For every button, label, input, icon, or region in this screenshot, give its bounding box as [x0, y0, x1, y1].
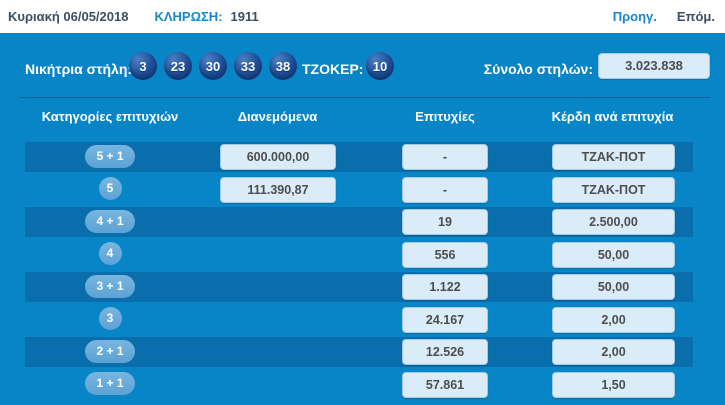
category-badge: 4: [98, 242, 122, 265]
prize-per-winner: 1,50: [552, 371, 675, 398]
table-header-row: Κατηγορίες επιτυχιών Διανεμόμενα Επιτυχί…: [0, 109, 725, 129]
draw-header-bar: Κυριακή 06/05/2018 ΚΛΗΡΩΣΗ: 1911 Προηγ. …: [0, 0, 725, 33]
winners-count: 57.861: [402, 371, 488, 398]
prize-table: 5 + 1 600.000,00 - ΤΖΑΚ-ΠΟΤ 5 111.390,87 - ΤΖΑΚ…: [0, 141, 725, 401]
prize-table-row: 3 + 1 1.122 50,00: [0, 271, 725, 304]
header-winners: Επιτυχίες: [415, 109, 475, 124]
prize-table-row: 2 + 1 12.526 2,00: [0, 336, 725, 369]
winning-number-ball: 38: [269, 52, 297, 80]
total-columns-value: 3.023.838: [598, 53, 710, 79]
category-badge: 3 + 1: [85, 274, 135, 298]
category-badge: 2 + 1: [85, 339, 135, 363]
winners-count: 12.526: [402, 339, 488, 365]
category-cell: 1 + 1: [20, 372, 200, 396]
category-badge: 4 + 1: [85, 209, 135, 233]
category-badge: 5: [98, 177, 122, 200]
prize-table-row: 4 + 1 19 2.500,00: [0, 206, 725, 239]
prize-table-row: 5 111.390,87 - ΤΖΑΚ-ΠΟΤ: [0, 174, 725, 207]
category-cell: 5 + 1: [20, 144, 200, 168]
draw-label: ΚΛΗΡΩΣΗ:: [154, 9, 223, 24]
winning-number-ball: 30: [199, 52, 227, 80]
total-columns-label: Σύνολο στηλών:: [483, 61, 593, 77]
prize-per-winner: 50,00: [552, 274, 675, 300]
winning-number-ball: 3: [129, 52, 157, 80]
draw-date: Κυριακή 06/05/2018: [8, 9, 129, 24]
winners-count: 1.122: [402, 274, 488, 300]
prize-per-winner: 2,00: [552, 339, 675, 365]
header-divider: [20, 97, 710, 98]
results-panel: Νικήτρια στήλη: 3 23 30 33 38 ΤΖΟΚΕΡ: 10 Σύν…: [0, 33, 725, 405]
winning-number-ball: 23: [164, 52, 192, 80]
winners-count: 24.167: [402, 306, 488, 333]
category-badge: 3: [98, 307, 122, 330]
header-categories: Κατηγορίες επιτυχιών: [41, 109, 179, 124]
prize-table-row: 3 24.167 2,00: [0, 304, 725, 337]
winning-column-label: Νικήτρια στήλη:: [25, 61, 133, 77]
winning-number-ball: 33: [234, 52, 262, 80]
header-distributed: Διανεμόμενα: [237, 109, 318, 124]
category-cell: 4: [20, 242, 200, 266]
prize-table-row: 5 + 1 600.000,00 - ΤΖΑΚ-ΠΟΤ: [0, 141, 725, 174]
tzoker-label: ΤΖΟΚΕΡ:: [302, 61, 364, 77]
winners-count: -: [402, 176, 488, 203]
draw-number: 1911: [230, 9, 259, 24]
prize-per-winner: ΤΖΑΚ-ΠΟΤ: [552, 176, 675, 203]
distributed-amount: 111.390,87: [220, 176, 336, 203]
prize-table-row: 1 + 1 57.861 1,50: [0, 369, 725, 402]
next-draw-link[interactable]: Επόμ.: [676, 9, 715, 24]
category-cell: 3 + 1: [20, 274, 200, 298]
header-prize-per-win: Κέρδη ανά επιτυχία: [551, 109, 674, 124]
previous-draw-link[interactable]: Προηγ.: [612, 9, 657, 24]
category-badge: 1 + 1: [85, 372, 135, 395]
category-badge: 5 + 1: [85, 144, 135, 168]
distributed-amount: 600.000,00: [220, 144, 336, 170]
category-cell: 2 + 1: [20, 339, 200, 363]
prize-table-row: 4 556 50,00: [0, 239, 725, 272]
winners-count: 19: [402, 209, 488, 235]
winners-count: 556: [402, 241, 488, 268]
category-cell: 3: [20, 307, 200, 331]
prize-per-winner: 50,00: [552, 241, 675, 268]
tzoker-ball: 10: [366, 52, 394, 80]
prize-per-winner: 2.500,00: [552, 209, 675, 235]
category-cell: 4 + 1: [20, 209, 200, 233]
winners-count: -: [402, 144, 488, 170]
prize-per-winner: 2,00: [552, 306, 675, 333]
prize-per-winner: ΤΖΑΚ-ΠΟΤ: [552, 144, 675, 170]
category-cell: 5: [20, 177, 200, 201]
